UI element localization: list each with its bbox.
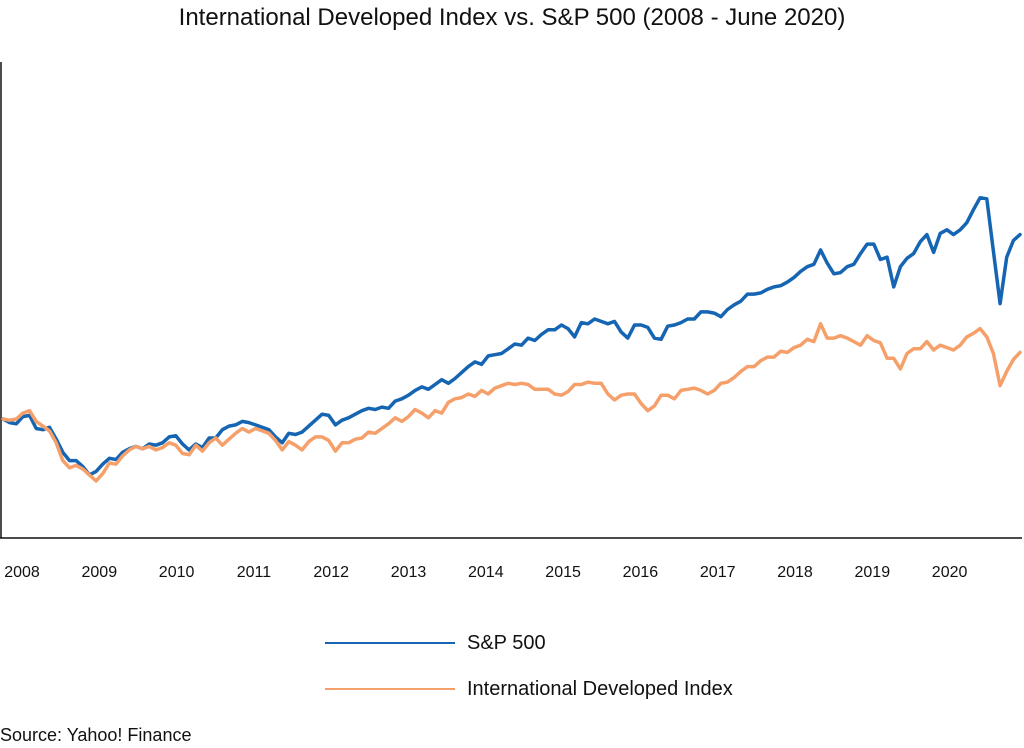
x-tick-label: 2016 — [623, 564, 659, 581]
x-tick-label: 2018 — [777, 564, 813, 581]
x-tick-label: 2014 — [468, 564, 504, 581]
series-line-international — [1, 322, 1022, 483]
x-tick-label: 2011 — [237, 564, 272, 581]
legend-label-sp500: S&P 500 — [467, 631, 546, 654]
legend-item-international: International Developed Index — [325, 666, 733, 712]
legend-label-international: International Developed Index — [467, 677, 733, 700]
x-tick-label: 2013 — [391, 564, 427, 581]
legend-swatch-sp500 — [325, 642, 455, 644]
x-tick-label: 2017 — [700, 564, 736, 581]
x-tick-label: 2015 — [545, 564, 581, 581]
x-tick-label: 2010 — [159, 564, 195, 581]
legend: S&P 500 International Developed Index — [325, 620, 733, 712]
legend-item-sp500: S&P 500 — [325, 620, 733, 666]
series-lines — [1, 195, 1022, 483]
source-note: Source: Yahoo! Finance — [0, 725, 192, 745]
x-tick-labels: 2008 2009 2010 2011 2012 2013 2014 2015 2016 2017… — [4, 564, 967, 581]
x-tick-label: 2008 — [4, 564, 40, 581]
legend-swatch-international — [325, 688, 455, 690]
x-tick-label: 2019 — [855, 564, 891, 581]
x-tick-label: 2009 — [82, 564, 118, 581]
series-line-sp500 — [1, 195, 1022, 477]
chart-svg: 2008 2009 2010 2011 2012 2013 2014 2015 2016 2017… — [0, 62, 1022, 581]
chart-title: International Developed Index vs. S&P 50… — [178, 4, 846, 31]
x-tick-label: 2012 — [313, 564, 349, 581]
x-tick-label: 2020 — [932, 564, 968, 581]
